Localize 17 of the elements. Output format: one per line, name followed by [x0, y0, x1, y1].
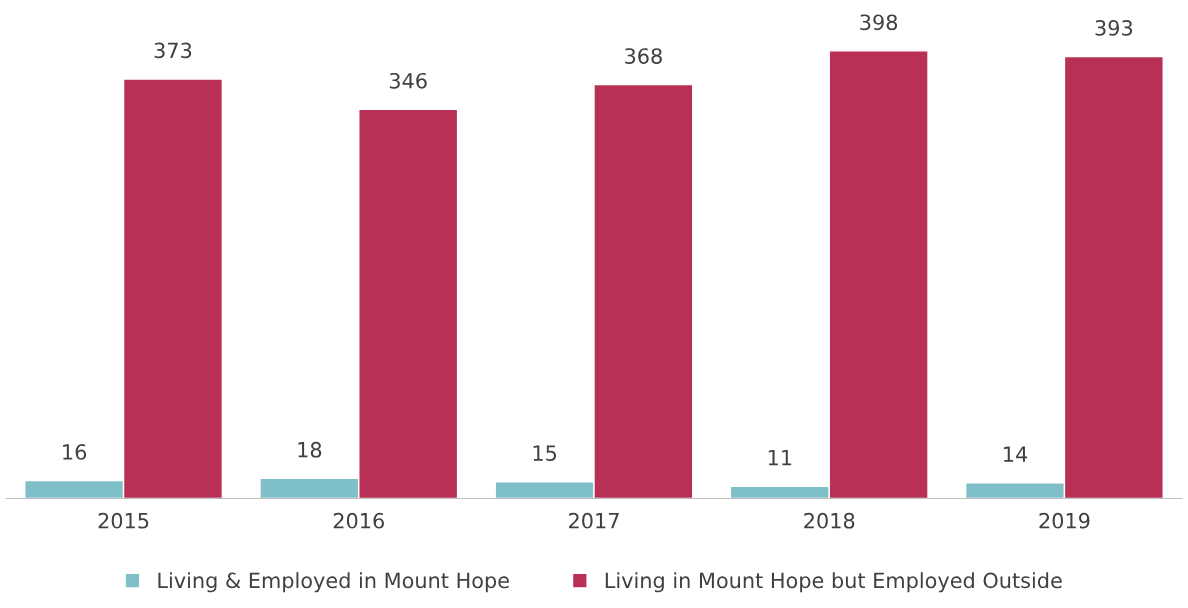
data-label: 393	[1095, 20, 1133, 36]
x-tick-label: 2018	[804, 512, 855, 529]
x-tick-label: 2015	[98, 512, 149, 529]
data-label: 11	[768, 450, 792, 466]
legend-label: Living & Employed in Mount Hope	[158, 572, 509, 593]
data-label: 398	[860, 14, 898, 31]
data-label: 368	[625, 48, 662, 64]
data-label: 16	[63, 444, 87, 460]
x-tick-label: 2016	[333, 512, 384, 529]
data-label: 373	[154, 42, 192, 59]
legend-label: Living in Mount Hope but Employed Outside	[605, 572, 1062, 593]
data-label: 15	[533, 445, 557, 461]
data-label: 346	[389, 72, 427, 89]
x-tick-label: 2017	[569, 512, 619, 529]
data-label: 14	[1004, 446, 1028, 462]
x-tick-label: 2019	[1039, 512, 1090, 529]
data-label: 18	[298, 441, 322, 458]
